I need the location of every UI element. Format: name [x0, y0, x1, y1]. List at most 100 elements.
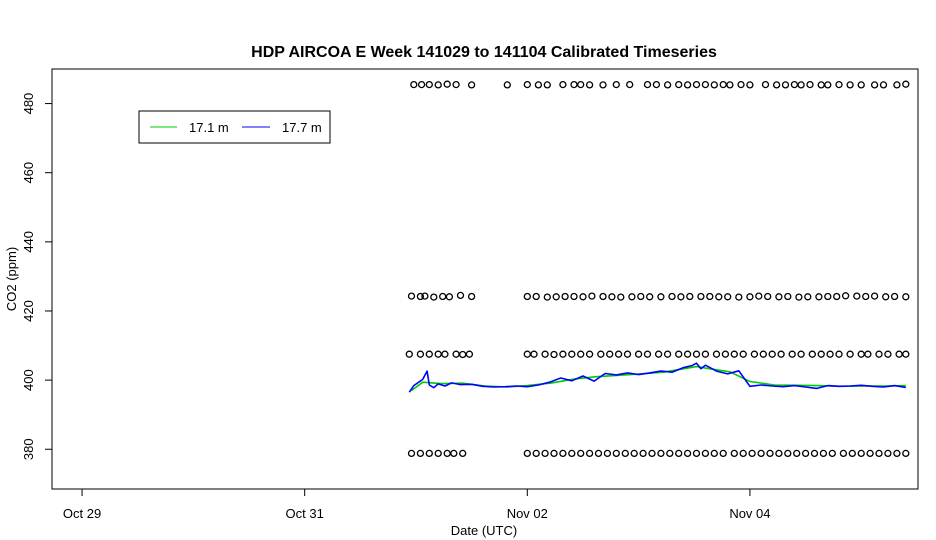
data-point: [826, 350, 834, 358]
data-point: [870, 292, 879, 300]
data-point: [675, 80, 683, 89]
data-point: [864, 350, 872, 358]
data-point: [417, 80, 426, 89]
data-point: [692, 350, 701, 358]
data-point: [862, 292, 870, 301]
data-point: [599, 292, 607, 301]
data-point: [797, 350, 805, 358]
data-point: [643, 80, 652, 89]
data-point: [425, 80, 433, 89]
data-point: [585, 81, 594, 89]
data-point: [452, 350, 460, 358]
data-point: [819, 449, 828, 458]
data-point: [588, 292, 596, 300]
data-point: [857, 449, 865, 458]
data-point: [626, 80, 634, 89]
data-point: [630, 449, 638, 458]
y-axis: 380 400 420 440 460 480: [21, 93, 52, 460]
data-point: [668, 292, 676, 301]
data-point: [439, 292, 447, 301]
data-point: [543, 81, 551, 89]
data-point: [577, 449, 585, 458]
data-point: [777, 350, 785, 358]
data-point: [781, 81, 790, 89]
data-point: [746, 81, 754, 89]
data-point: [893, 449, 901, 458]
data-point: [467, 81, 476, 89]
data-point: [639, 449, 647, 458]
data-point: [663, 350, 672, 358]
data-point: [757, 449, 765, 458]
data-point: [715, 293, 723, 301]
data-point: [701, 449, 710, 458]
x-tick-label: Oct 29: [63, 506, 101, 521]
data-point: [683, 81, 692, 89]
data-point: [523, 350, 531, 358]
data-point: [701, 80, 710, 89]
data-point: [585, 449, 594, 458]
data-point: [663, 81, 672, 89]
data-point: [835, 80, 843, 89]
data-point: [410, 80, 418, 89]
data-point: [456, 291, 465, 300]
y-tick-label: 400: [21, 369, 36, 391]
data-point: [764, 292, 772, 301]
data-point: [621, 449, 629, 458]
data-point: [523, 449, 531, 458]
data-point: [902, 293, 910, 301]
legend: 17.1 m 17.7 m: [138, 110, 331, 144]
data-point: [879, 81, 888, 89]
data-point: [541, 449, 549, 458]
y-tick-label: 440: [21, 231, 36, 253]
data-point: [541, 350, 549, 358]
x-tick-label: Nov 02: [507, 506, 548, 521]
x-tick-label: Oct 31: [286, 506, 324, 521]
data-point: [804, 293, 812, 301]
data-point: [853, 292, 861, 300]
y-tick-label: 460: [21, 162, 36, 184]
legend-label-17-7m: 17.7 m: [282, 120, 322, 135]
data-point: [425, 449, 433, 458]
data-point: [652, 80, 661, 89]
data-point: [808, 350, 816, 358]
data-point: [857, 350, 865, 358]
data-point: [730, 350, 738, 358]
data-point: [643, 350, 652, 358]
data-point: [806, 80, 814, 89]
data-point: [467, 292, 476, 301]
data-point: [648, 449, 656, 458]
data-point: [532, 449, 540, 458]
data-point: [606, 350, 614, 358]
data-point: [675, 350, 683, 358]
data-point: [612, 449, 620, 458]
data-point: [739, 449, 747, 458]
data-point: [824, 81, 832, 89]
data-point: [570, 292, 578, 301]
x-axis-label: Date (UTC): [451, 523, 517, 538]
data-point: [430, 293, 438, 301]
data-point: [902, 350, 910, 358]
data-point: [407, 449, 416, 458]
data-point: [824, 292, 832, 301]
data-point: [594, 449, 603, 458]
data-point: [465, 350, 474, 358]
data-point: [730, 449, 738, 458]
data-point: [634, 350, 643, 358]
data-point: [817, 350, 825, 358]
data-point: [628, 293, 636, 301]
data-point: [675, 449, 683, 458]
x-tick-label: Nov 04: [729, 506, 770, 521]
data-point: [739, 350, 747, 358]
data-point: [884, 350, 892, 358]
data-point: [884, 449, 892, 458]
data-point: [759, 350, 767, 358]
data-point: [503, 81, 511, 89]
data-point: [721, 350, 730, 358]
data-point: [902, 449, 910, 458]
data-point: [748, 449, 756, 458]
data-point: [407, 292, 416, 300]
y-axis-label: CO2 (ppm): [4, 247, 19, 311]
data-point: [815, 293, 823, 301]
data-point: [530, 350, 538, 358]
data-point: [683, 449, 692, 458]
